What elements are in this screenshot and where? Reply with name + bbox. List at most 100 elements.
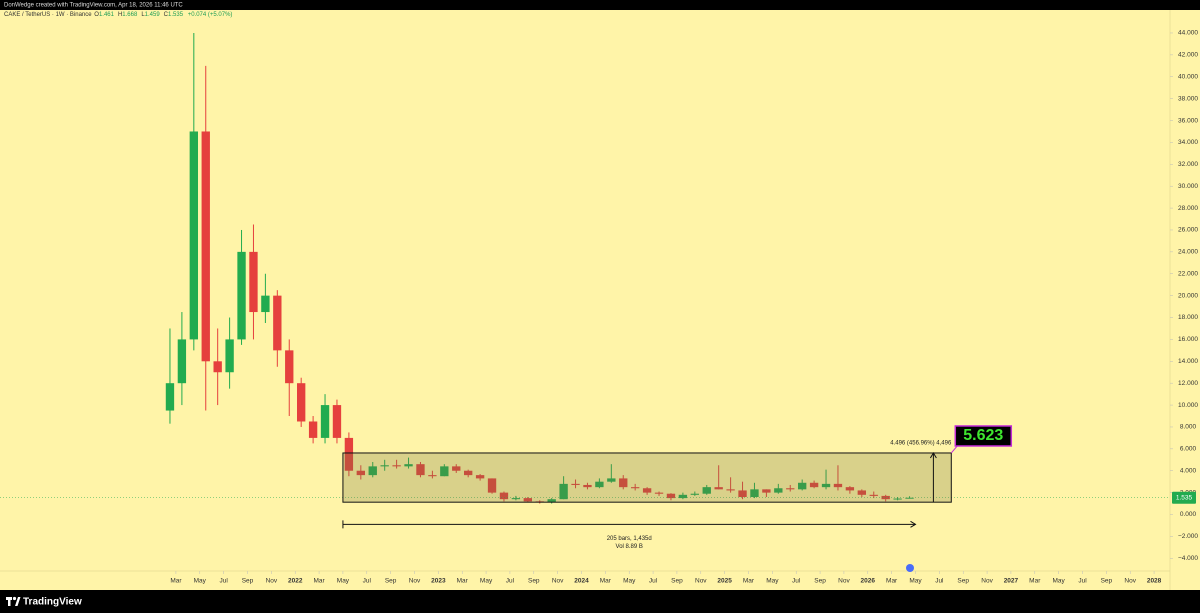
- y-tick-label: 0.000: [1180, 511, 1197, 518]
- measure-arrowhead: [929, 452, 937, 459]
- candle-body: [416, 464, 425, 476]
- legend-key: O: [94, 12, 99, 18]
- candle-body: [285, 350, 294, 384]
- candle-body: [344, 437, 354, 471]
- candle-body: [654, 492, 664, 494]
- y-tick-label: 10.000: [1178, 402, 1198, 409]
- candle-body: [273, 295, 282, 351]
- candle-body: [690, 493, 699, 495]
- candle-body: [404, 464, 413, 467]
- candle-body: [702, 487, 711, 494]
- candle-body: [511, 498, 521, 500]
- candle-body: [726, 489, 735, 491]
- x-tick-label: Mar: [743, 578, 755, 585]
- y-tick-label: 34.000: [1178, 139, 1198, 146]
- candle-body: [368, 466, 377, 476]
- callout-line: [950, 445, 958, 454]
- candle-body: [798, 482, 807, 490]
- candle-body: [762, 489, 771, 493]
- candle-body: [225, 339, 234, 373]
- legend-value: 1.535: [168, 12, 184, 18]
- candle-body: [464, 470, 473, 476]
- candle-body: [666, 493, 676, 499]
- x-tick-label: Nov: [981, 578, 993, 585]
- x-tick-label: Mar: [600, 578, 612, 585]
- candle-body: [261, 295, 270, 313]
- plot-background: [0, 10, 1200, 590]
- x-tick-label: May: [909, 578, 922, 585]
- legend-value: 1.461: [98, 12, 114, 18]
- tradingview-logo: [6, 596, 21, 606]
- legend-key: C: [163, 12, 169, 18]
- x-tick-label: Mar: [313, 578, 325, 585]
- y-tick-label: 16.000: [1178, 336, 1198, 343]
- candle-body: [201, 131, 210, 362]
- candle-body: [786, 488, 795, 490]
- y-tick-label: 44.000: [1178, 30, 1198, 37]
- candle-body: [320, 405, 330, 438]
- candle-body: [833, 483, 843, 488]
- x-tick-label: May: [623, 578, 636, 585]
- x-tick-label: 2024: [574, 578, 589, 585]
- candle-body: [905, 497, 914, 499]
- candle-body: [356, 470, 365, 476]
- x-tick-label: Sep: [242, 578, 254, 585]
- y-tick-label: 8.000: [1180, 424, 1197, 431]
- x-tick-label: 2025: [717, 578, 732, 585]
- x-tick-label: May: [1053, 578, 1066, 585]
- y-tick-label: 38.000: [1178, 95, 1198, 102]
- last-price-label: 1.535: [1176, 494, 1193, 501]
- candle-body: [499, 492, 509, 500]
- x-tick-label: Nov: [409, 578, 421, 585]
- last-price-tag: [1172, 491, 1196, 504]
- x-tick-label: 2026: [861, 578, 876, 585]
- x-tick-label: Jul: [363, 578, 372, 585]
- legend-ohlc: O1.461 H1.668 L1.459 C1.535: [93, 12, 186, 18]
- x-tick-label: Sep: [814, 578, 826, 585]
- x-tick-label: May: [337, 578, 350, 585]
- candle-body: [678, 494, 688, 499]
- x-tick-label: Mar: [1029, 578, 1041, 585]
- candle-body: [774, 488, 783, 493]
- measure-label: 4.496 (456.96%) 4,496: [890, 441, 952, 447]
- x-tick-label: Jul: [649, 578, 658, 585]
- candle-body: [714, 487, 723, 490]
- x-tick-label: May: [766, 578, 779, 585]
- legend-change: +0.074 (+5.07%): [187, 12, 233, 18]
- candle-body: [559, 483, 568, 500]
- x-tick-label: Sep: [957, 578, 969, 585]
- price-callout-label: 5.623: [963, 427, 1003, 444]
- date-range-volume: Vol 8.89 B: [616, 544, 643, 550]
- y-tick-label: −4.000: [1178, 555, 1198, 562]
- candle-body: [392, 465, 401, 467]
- footer-bar: [0, 590, 1200, 613]
- x-tick-label: 2027: [1004, 578, 1019, 585]
- candle-body: [809, 482, 819, 488]
- candle-body: [631, 487, 640, 489]
- candle-body: [213, 361, 222, 373]
- candle-body: [380, 465, 389, 467]
- x-tick-label: Nov: [695, 578, 707, 585]
- header-text: DonWedge created with TradingView.com, A…: [4, 3, 183, 9]
- candle-body: [857, 490, 866, 495]
- y-tick-label: 4.000: [1180, 467, 1197, 474]
- candle-body: [821, 483, 831, 488]
- x-tick-label: 2023: [431, 578, 446, 585]
- candle-body: [249, 251, 258, 313]
- x-tick-label: 2028: [1147, 578, 1162, 585]
- header-bar: [0, 0, 1200, 10]
- x-tick-label: Jul: [219, 578, 228, 585]
- candle-body: [547, 499, 556, 503]
- x-tick-label: Nov: [266, 578, 278, 585]
- y-tick-label: 6.000: [1180, 446, 1197, 453]
- candle-body: [642, 488, 652, 493]
- x-tick-label: Sep: [385, 578, 397, 585]
- legend: CAKE / TetherUS · 1W · Binance O1.461 H1.…: [4, 12, 235, 18]
- candle-body: [165, 383, 175, 411]
- x-tick-label: Sep: [1101, 578, 1113, 585]
- legend-value: 1.668: [122, 12, 138, 18]
- y-tick-label: 40.000: [1178, 73, 1198, 80]
- x-tick-label: Nov: [1124, 578, 1136, 585]
- candle-body: [487, 478, 497, 493]
- candle-body: [595, 481, 604, 488]
